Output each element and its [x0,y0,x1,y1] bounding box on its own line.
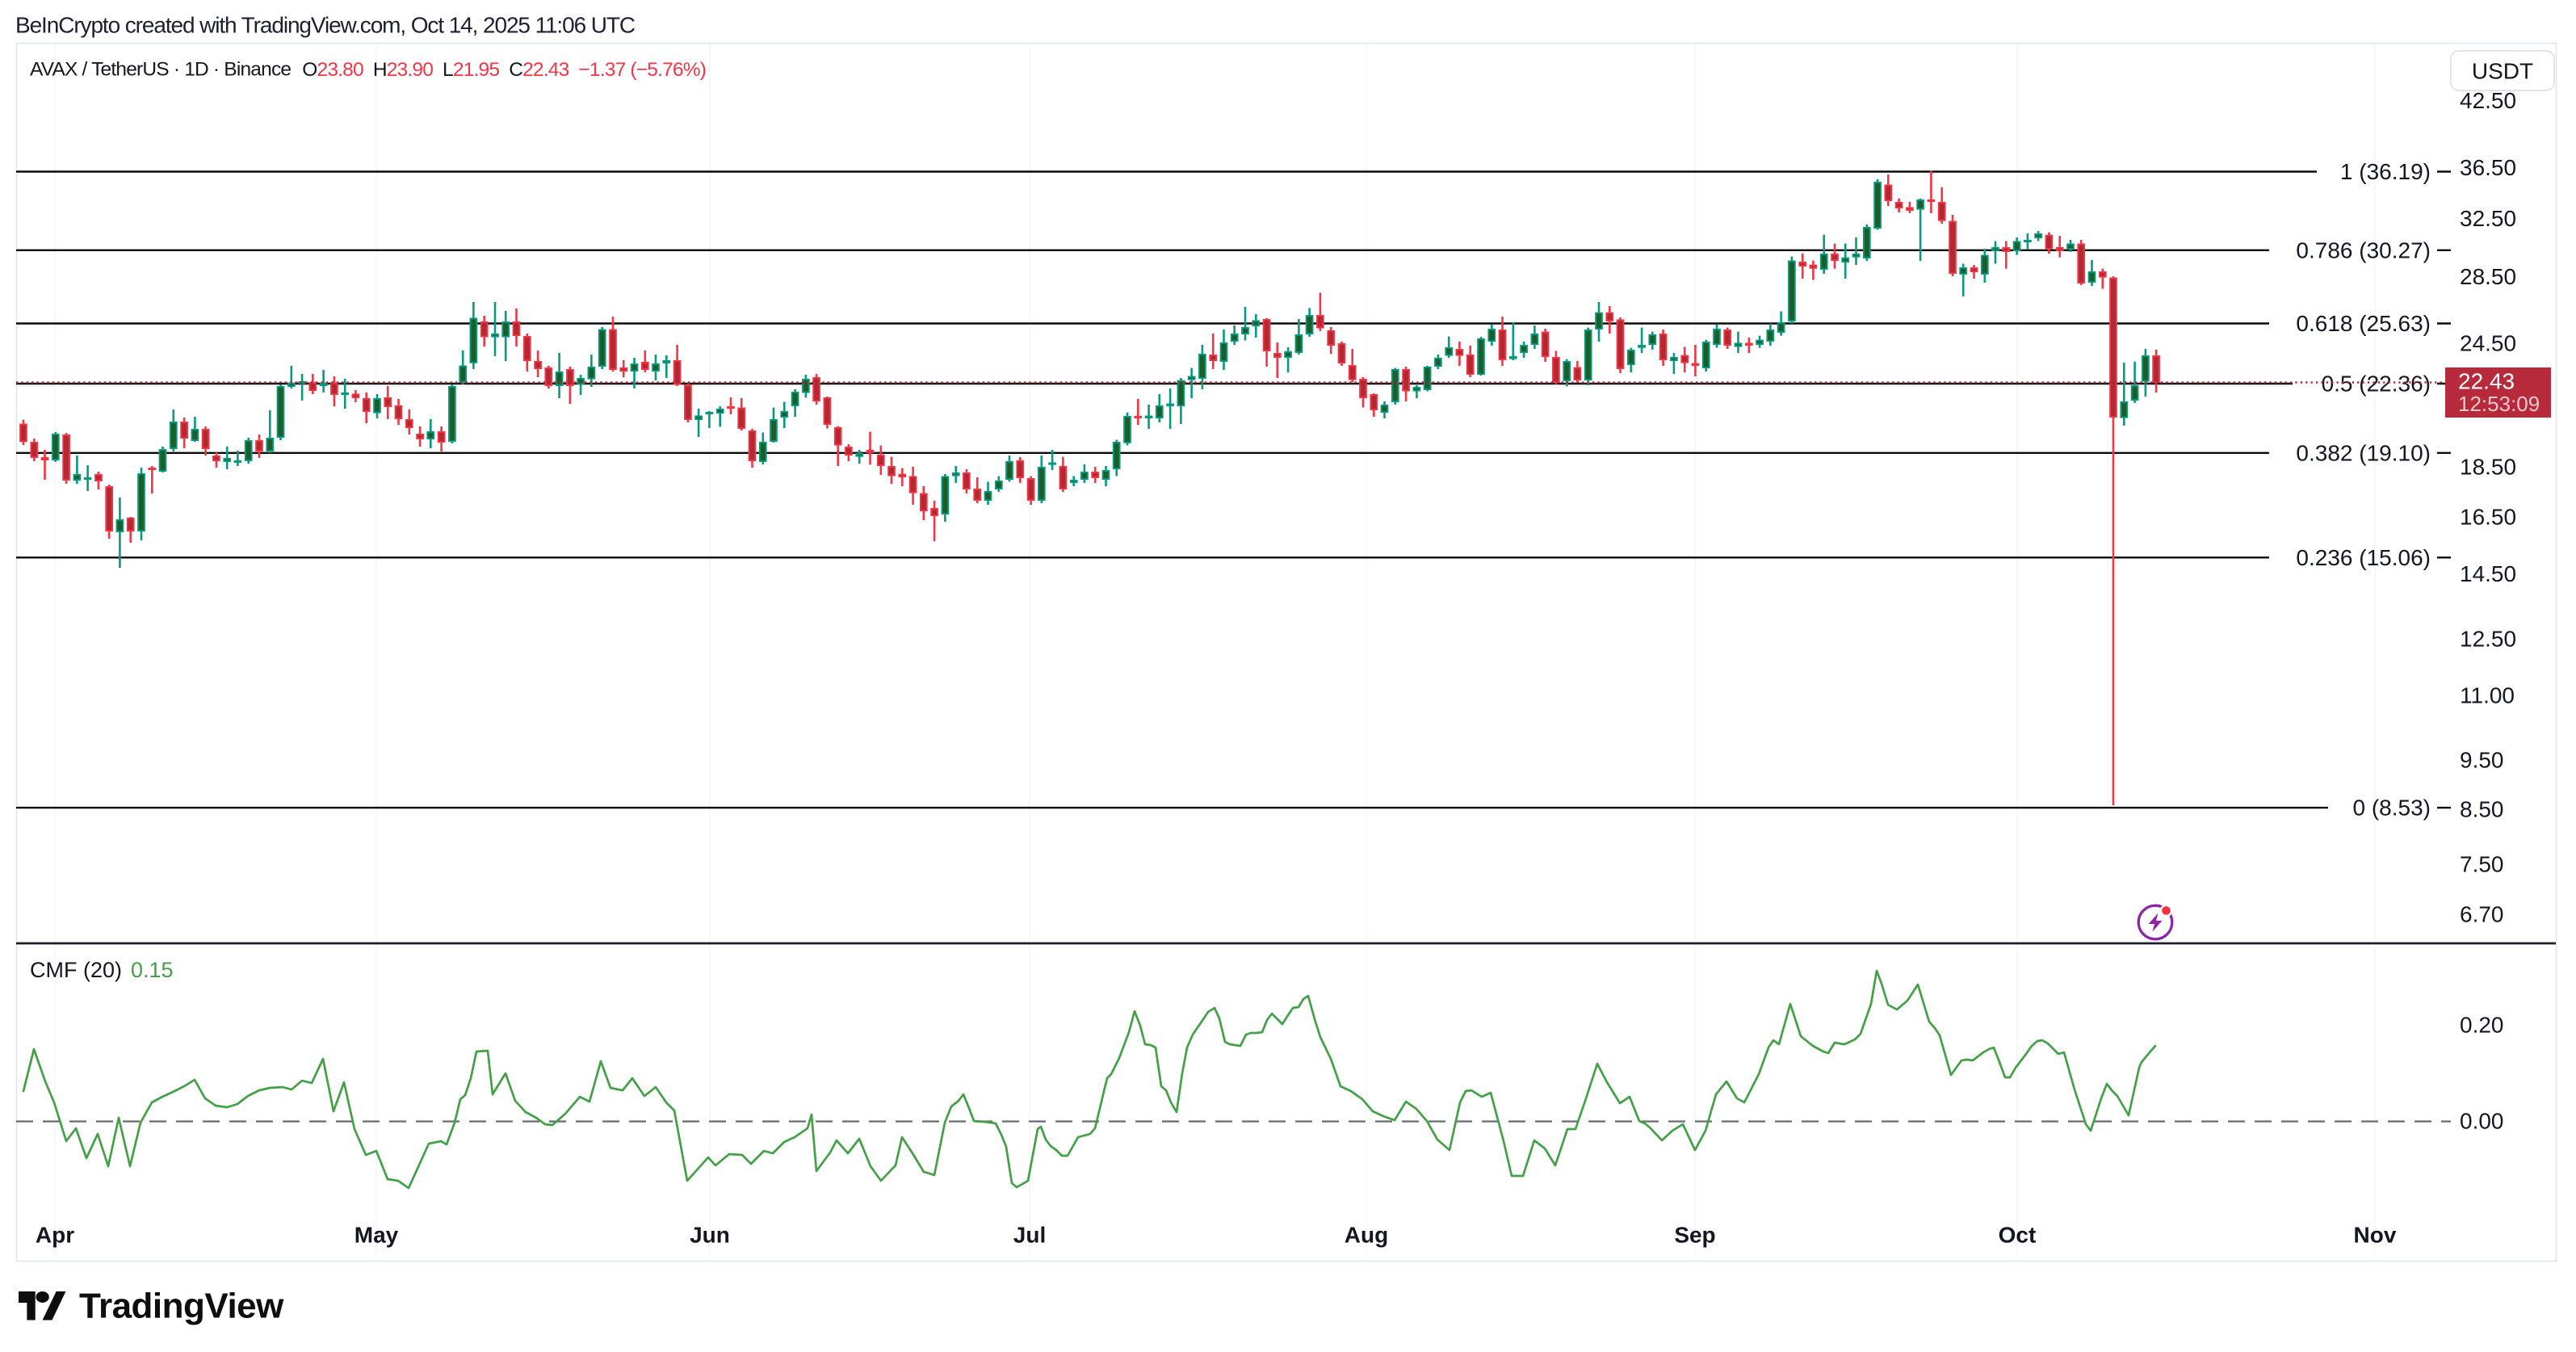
svg-text:0.20: 0.20 [2460,1013,2504,1038]
svg-text:0.236 (15.06): 0.236 (15.06) [2296,545,2431,570]
svg-text:24.50: 24.50 [2460,330,2516,355]
svg-text:Apr: Apr [36,1223,74,1248]
svg-text:36.50: 36.50 [2460,155,2516,180]
svg-text:0.00: 0.00 [2460,1109,2504,1134]
svg-text:22.43: 22.43 [2458,369,2515,394]
svg-text:1 (36.19): 1 (36.19) [2340,159,2431,184]
svg-text:32.50: 32.50 [2460,206,2516,231]
svg-text:Nov: Nov [2354,1223,2397,1248]
svg-text:TradingView: TradingView [79,1287,284,1326]
svg-text:BeInCrypto created with Tradin: BeInCrypto created with TradingView.com,… [15,13,636,38]
svg-text:0.618 (25.63): 0.618 (25.63) [2296,311,2431,336]
svg-text:Oct: Oct [1999,1223,2037,1248]
svg-text:42.50: 42.50 [2460,88,2516,113]
svg-text:11.00: 11.00 [2460,683,2515,708]
svg-text:6.70: 6.70 [2460,901,2504,926]
svg-text:May: May [355,1223,399,1248]
svg-text:7.50: 7.50 [2460,852,2504,877]
svg-text:8.50: 8.50 [2460,796,2504,821]
svg-text:Sep: Sep [1674,1223,1715,1248]
svg-text:28.50: 28.50 [2460,264,2516,289]
svg-text:0.15: 0.15 [131,958,174,982]
svg-text:0 (8.53): 0 (8.53) [2353,796,2431,821]
svg-text:12.50: 12.50 [2460,627,2516,652]
svg-text:CMF (20): CMF (20) [30,958,122,982]
svg-text:Aug: Aug [1345,1223,1388,1248]
svg-text:12:53:09: 12:53:09 [2458,392,2540,416]
svg-text:0.382 (19.10): 0.382 (19.10) [2296,440,2431,465]
svg-text:18.50: 18.50 [2460,454,2516,479]
svg-text:16.50: 16.50 [2460,505,2516,530]
svg-text:Jul: Jul [1013,1223,1046,1248]
svg-text:USDT: USDT [2472,59,2533,84]
svg-text:0.786 (30.27): 0.786 (30.27) [2296,237,2431,262]
svg-text:14.50: 14.50 [2460,561,2516,586]
svg-text:0.5 (22.36): 0.5 (22.36) [2322,372,2431,397]
svg-text:9.50: 9.50 [2460,748,2504,773]
svg-text:Jun: Jun [690,1223,730,1248]
svg-text:AVAX / TetherUS · 1D · Binance: AVAX / TetherUS · 1D · Binance O23.80 H23.… [30,59,706,81]
